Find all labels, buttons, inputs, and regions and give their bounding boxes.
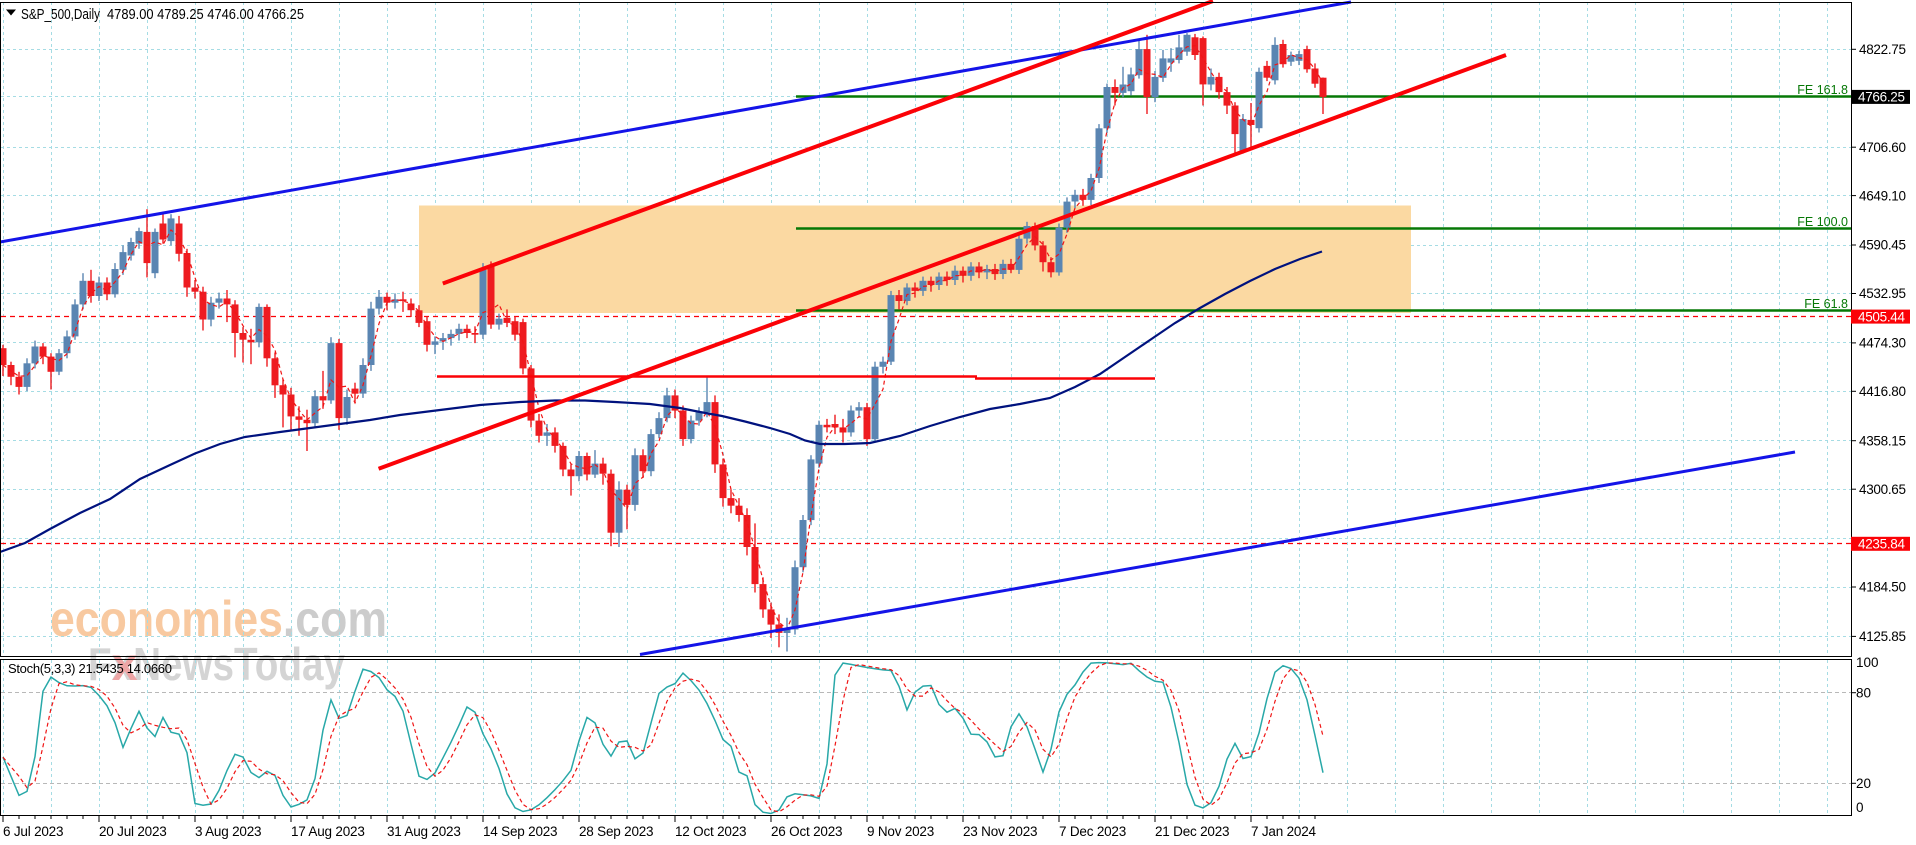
svg-text:FE 61.8: FE 61.8 — [1804, 297, 1848, 311]
svg-text:17 Aug 2023: 17 Aug 2023 — [291, 824, 365, 839]
svg-text:20: 20 — [1856, 776, 1871, 791]
svg-text:6 Jul 2023: 6 Jul 2023 — [3, 824, 63, 839]
svg-text:14 Sep 2023: 14 Sep 2023 — [483, 824, 557, 839]
svg-text:4789.00 4789.25 4746.00 4766.2: 4789.00 4789.25 4746.00 4766.25 — [107, 7, 304, 23]
svg-text:23 Nov 2023: 23 Nov 2023 — [963, 824, 1037, 839]
svg-text:Stoch(5,3,3) 21.5435 14.0660: Stoch(5,3,3) 21.5435 14.0660 — [8, 661, 172, 676]
svg-text:100: 100 — [1856, 655, 1879, 670]
svg-text:4706.60: 4706.60 — [1859, 140, 1906, 155]
svg-text:4474.30: 4474.30 — [1859, 336, 1906, 351]
svg-text:4416.80: 4416.80 — [1859, 384, 1906, 399]
svg-text:4590.45: 4590.45 — [1859, 238, 1906, 253]
svg-text:21 Dec 2023: 21 Dec 2023 — [1155, 824, 1229, 839]
svg-text:4822.75: 4822.75 — [1859, 42, 1906, 57]
svg-text:economies.com: economies.com — [50, 591, 387, 647]
svg-text:4505.44: 4505.44 — [1858, 309, 1905, 324]
svg-text:0: 0 — [1856, 800, 1864, 815]
svg-text:31 Aug 2023: 31 Aug 2023 — [387, 824, 461, 839]
svg-text:4300.65: 4300.65 — [1859, 482, 1906, 497]
svg-text:FE 100.0: FE 100.0 — [1797, 215, 1848, 229]
svg-text:9 Nov 2023: 9 Nov 2023 — [867, 824, 934, 839]
svg-text:80: 80 — [1856, 685, 1871, 700]
svg-text:FE 161.8: FE 161.8 — [1797, 83, 1848, 97]
svg-text:7 Dec 2023: 7 Dec 2023 — [1059, 824, 1126, 839]
svg-text:3 Aug 2023: 3 Aug 2023 — [195, 824, 261, 839]
svg-text:S&P_500,Daily: S&P_500,Daily — [21, 7, 101, 23]
svg-text:20 Jul 2023: 20 Jul 2023 — [99, 824, 167, 839]
svg-text:FxNewsToday: FxNewsToday — [88, 638, 345, 690]
svg-text:4184.50: 4184.50 — [1859, 580, 1906, 595]
svg-text:4532.95: 4532.95 — [1859, 286, 1906, 301]
svg-text:28 Sep 2023: 28 Sep 2023 — [579, 824, 653, 839]
svg-text:4766.25: 4766.25 — [1858, 90, 1905, 105]
svg-text:12 Oct 2023: 12 Oct 2023 — [675, 824, 746, 839]
svg-text:4358.15: 4358.15 — [1859, 433, 1906, 448]
svg-text:x: x — [112, 638, 138, 690]
svg-text:4649.10: 4649.10 — [1859, 188, 1906, 203]
svg-text:4235.84: 4235.84 — [1858, 537, 1905, 552]
svg-text:7 Jan 2024: 7 Jan 2024 — [1251, 824, 1316, 839]
svg-text:4125.85: 4125.85 — [1859, 629, 1906, 644]
svg-text:26 Oct 2023: 26 Oct 2023 — [771, 824, 842, 839]
